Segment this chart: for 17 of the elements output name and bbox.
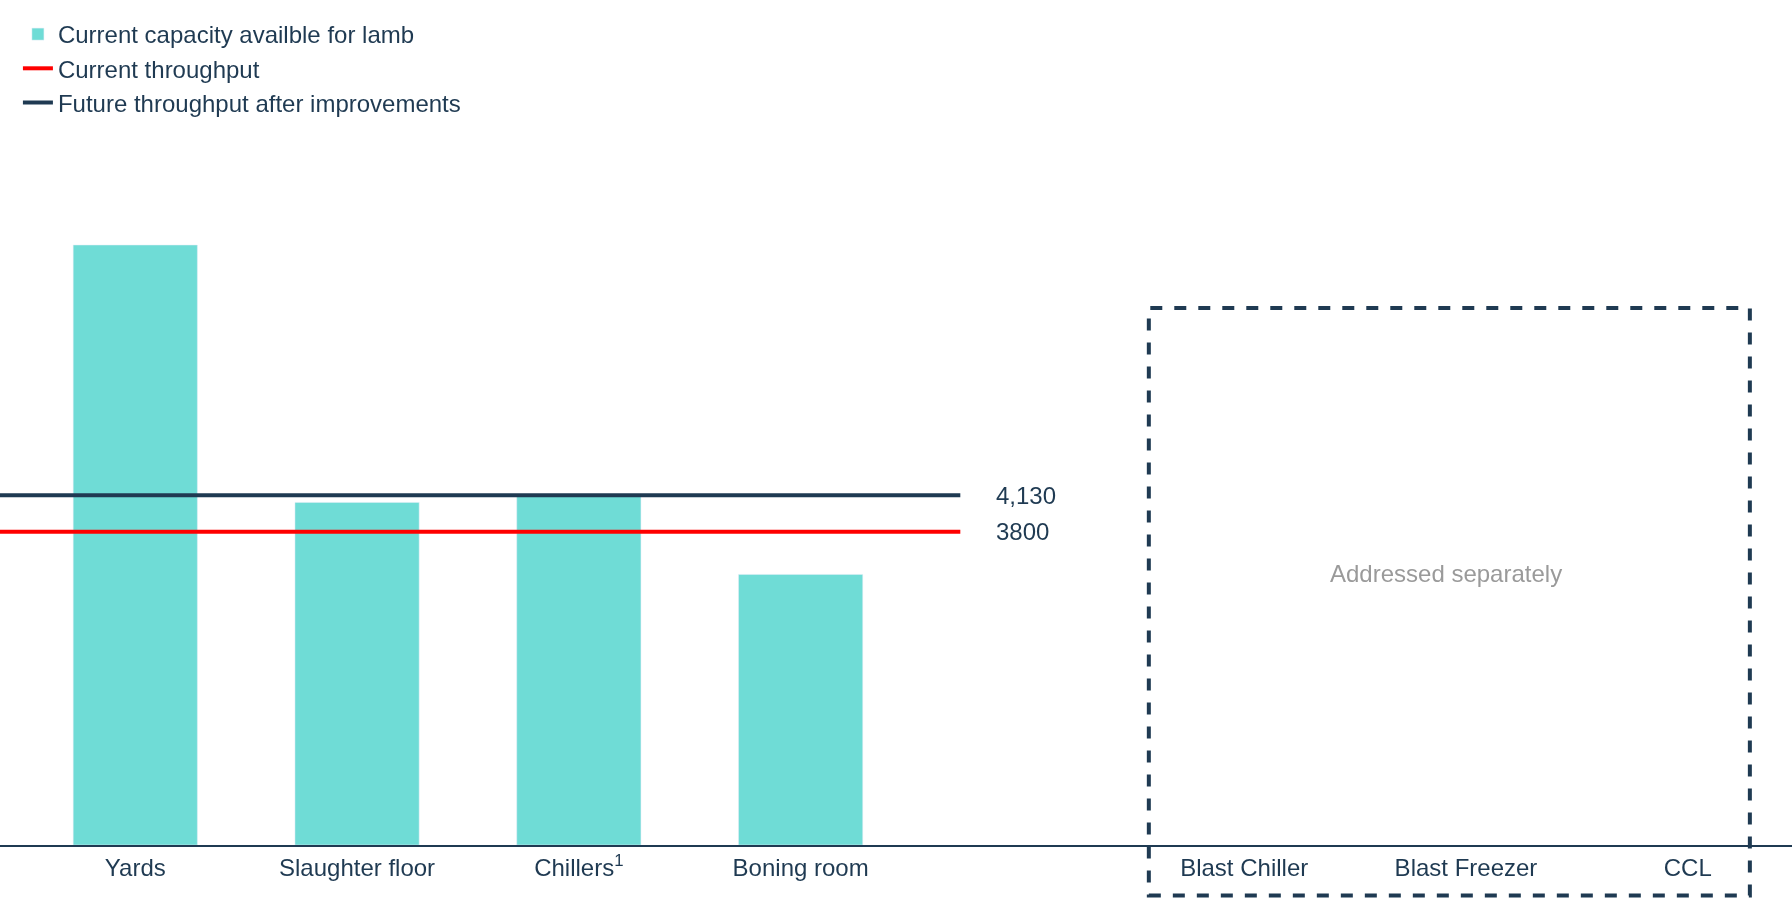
bar (738, 574, 863, 845)
bar (72, 244, 198, 845)
annotation: 4,130 (996, 482, 1057, 509)
x-tick-label: Boning room (732, 853, 869, 881)
annotation: 3800 (996, 518, 1050, 545)
legend-label: Current throughput (57, 55, 260, 83)
legend-label: Future throughput after improvements (57, 89, 461, 117)
x-tick-label: Slaughter floor (279, 853, 436, 881)
annotation: Addressed separately (1330, 560, 1563, 587)
x-tick-label: Blast Freezer (1394, 853, 1538, 881)
x-tick-label: CCL (1663, 853, 1712, 881)
bar (516, 494, 642, 845)
legend-label: Current capacity availble for lamb (57, 21, 415, 49)
bar (294, 502, 420, 845)
x-tick-label: Blast Chiller (1180, 853, 1309, 881)
x-tick-label: Yards (104, 853, 166, 881)
x-tick-label: Chillers$^{1}$ (534, 850, 624, 881)
